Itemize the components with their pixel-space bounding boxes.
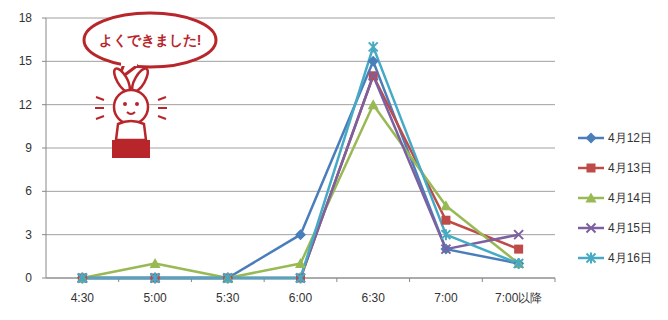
rabbit-eye [123,102,127,106]
marker [514,245,523,254]
marker [368,56,379,67]
marker [513,258,524,269]
chart-svg: 0 3 6 9 12 15 18 4:30 5:00 5:30 6:00 6:30 7:00 7:00以降… [0,0,668,320]
stamp: よくできました! [84,13,216,158]
marker [223,274,232,283]
series-line [82,105,518,278]
marker [223,274,232,283]
marker [222,273,233,284]
x-tick [555,278,556,282]
y-tick-label: 3 [25,228,32,242]
axes: 0 3 6 9 12 15 18 4:30 5:00 5:30 6:00 6:30 7:00 7:00以降 [19,11,555,305]
marker [369,41,378,52]
marker [151,274,160,283]
marker [78,274,87,283]
y-tick [42,104,46,105]
series-line [82,76,518,278]
stamp-text: よくできました! [99,32,202,48]
legend-label: 4月14日 [608,191,652,205]
marker [295,229,306,240]
y-tick [42,18,46,19]
y-tick [42,191,46,192]
marker [151,273,160,284]
marker [296,273,305,284]
rabbit-sparkle [95,97,167,119]
series-line [82,47,518,278]
marker [441,216,450,225]
legend-label: 4月12日 [608,131,652,145]
marker [78,273,87,284]
legend-marker [587,164,596,173]
marker [440,244,451,255]
rabbit-head [114,90,148,124]
legend: 4月12日 4月13日 4月14日 4月15日 4月16日 [578,131,652,265]
y-tick [42,148,46,149]
marker [369,71,378,80]
y-tick-label: 15 [19,54,33,68]
marker [77,273,88,283]
x-tick-label: 7:00以降 [495,291,542,305]
legend-marker [587,253,596,264]
marker [440,200,451,210]
marker [514,230,523,239]
marker [150,273,161,284]
legend-marker [586,133,597,144]
marker [77,273,88,284]
y-tick-label: 9 [25,141,32,155]
marker [295,258,306,268]
marker [441,245,450,254]
x-tick-label: 5:00 [143,291,167,305]
marker [441,229,450,240]
series-line [82,76,518,278]
x-tick-label: 4:30 [71,291,95,305]
marker [514,258,523,269]
legend-label: 4月15日 [608,221,652,235]
plot-area [77,41,524,283]
marker [150,258,161,268]
y-axis-line [46,18,47,278]
x-tick [336,278,337,282]
y-tick-label: 12 [19,98,33,112]
x-tick [409,278,410,282]
legend-label: 4月16日 [608,251,652,265]
marker [296,274,305,283]
x-tick-label: 7:00 [434,291,458,305]
rabbit-eye [135,102,139,106]
marker [78,274,87,283]
legend-marker [587,224,596,233]
y-tick-label: 0 [25,271,32,285]
marker [151,274,160,283]
chart-container: 0 3 6 9 12 15 18 4:30 5:00 5:30 6:00 6:30 7:00 7:00以降… [0,0,668,320]
marker [223,273,232,284]
y-tick [42,61,46,62]
x-tick-label: 6:30 [362,291,386,305]
series-line [82,61,518,278]
grid-line [46,191,555,192]
y-tick-label: 18 [19,11,33,25]
y-tick [42,278,46,279]
marker [369,71,378,80]
rabbit-body [116,121,146,140]
y-tick-label: 6 [25,184,32,198]
x-tick-label: 5:30 [216,291,240,305]
legend-marker [586,193,597,203]
bubble-tail-cover [121,60,137,66]
x-tick-label: 6:00 [289,291,313,305]
speech-bubble [84,13,216,67]
x-tick [482,278,483,282]
rabbit-mouth [127,112,135,114]
stamp-base [112,140,150,158]
marker [296,274,305,283]
marker [368,99,379,109]
y-tick [42,234,46,235]
legend-label: 4月13日 [608,161,652,175]
marker [222,273,233,283]
marker [513,258,524,268]
